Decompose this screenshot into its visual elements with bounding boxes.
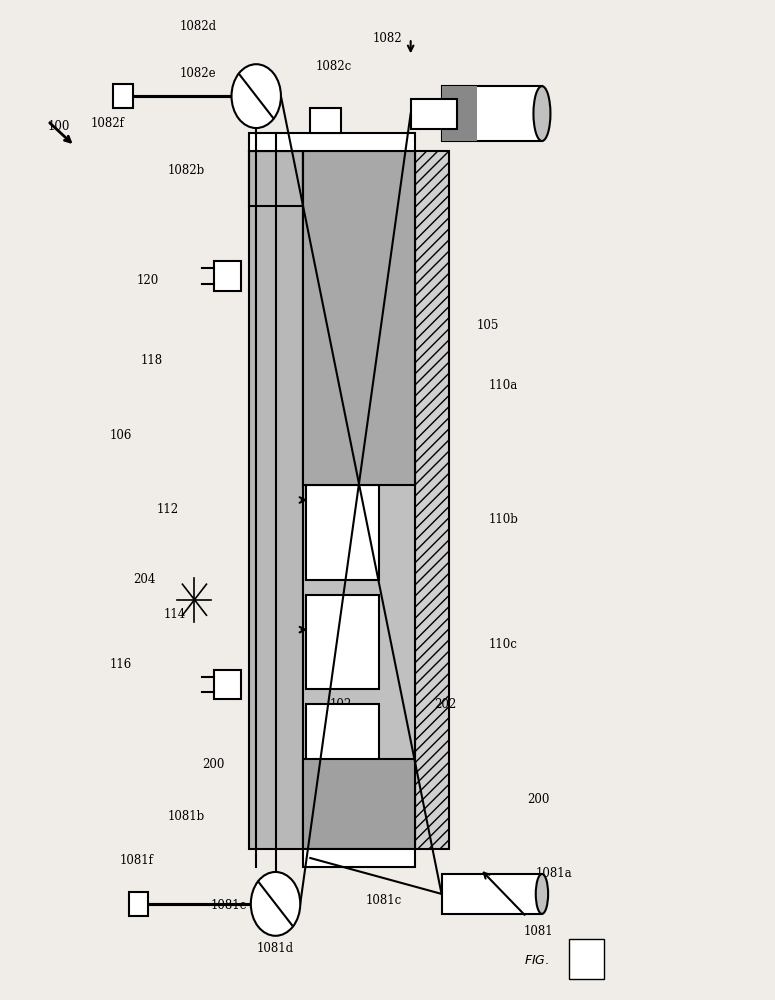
Text: 1082e: 1082e [180,67,217,80]
Ellipse shape [533,86,550,141]
Bar [302,151,415,849]
Text: 110b: 110b [488,513,518,526]
Bar [415,151,449,849]
Bar [214,261,241,291]
Bar [302,849,415,867]
Text: 1081c: 1081c [366,894,401,907]
Bar [113,84,133,108]
Text: 1081f: 1081f [119,854,153,867]
Bar [302,151,415,485]
Bar [214,670,241,699]
Bar [569,939,604,979]
Bar [477,86,542,141]
Text: 200: 200 [527,793,549,806]
Text: 105: 105 [477,319,499,332]
Ellipse shape [536,874,548,914]
Text: 1081: 1081 [523,925,553,938]
Circle shape [251,872,300,936]
Bar [306,704,379,799]
Text: 1082a: 1082a [501,120,537,133]
Text: 1082c: 1082c [315,60,352,73]
Bar [411,99,457,129]
Bar [129,892,148,916]
Bar [306,595,379,689]
Text: 100: 100 [48,120,71,133]
Bar [249,151,302,849]
Text: 2: 2 [580,954,589,968]
Bar [415,151,449,849]
Text: 118: 118 [141,354,163,367]
Bar [442,86,542,141]
Text: 204: 204 [133,573,156,586]
Bar [306,485,379,580]
Text: 1081e: 1081e [211,899,247,912]
Bar [442,86,477,141]
Text: 1082d: 1082d [180,20,217,33]
Text: 1081a: 1081a [536,867,572,880]
Text: 202: 202 [434,698,456,711]
Text: 116: 116 [110,658,133,671]
Bar [310,108,341,133]
Text: 200: 200 [202,758,225,771]
Text: 102: 102 [330,698,353,711]
Text: 1082f: 1082f [91,117,125,130]
Text: 114: 114 [164,608,186,621]
Bar [249,133,415,151]
Text: 1082: 1082 [373,32,402,45]
Bar [249,151,302,206]
Text: 1081b: 1081b [168,810,205,823]
Bar [442,874,542,914]
Text: 110a: 110a [489,379,518,392]
Text: $\mathit{FIG.}$: $\mathit{FIG.}$ [525,954,549,967]
Text: 110c: 110c [489,638,518,651]
Bar [302,759,415,849]
Text: 1082b: 1082b [168,164,205,177]
Text: 106: 106 [110,429,133,442]
Text: 120: 120 [137,274,159,287]
Text: 1081d: 1081d [257,942,294,955]
Text: 112: 112 [157,503,178,516]
Circle shape [232,64,281,128]
